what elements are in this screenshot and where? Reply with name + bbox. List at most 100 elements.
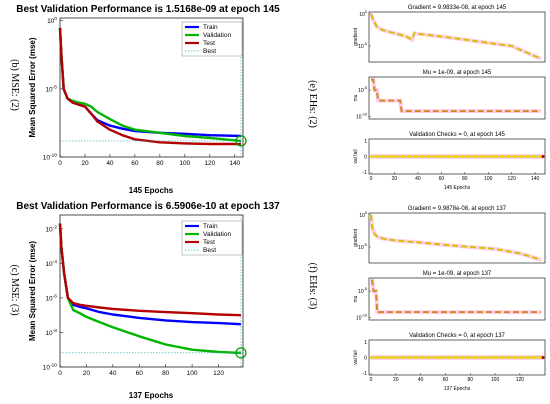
x-tick-label: 100: [179, 160, 190, 167]
y-tick-label: 100: [359, 10, 367, 18]
x-tick-label: 120: [204, 160, 215, 167]
legend-entry: Test: [203, 239, 215, 246]
x-tick-label: 80: [462, 176, 468, 182]
subplot-title: Validation Checks = 0, at epoch 137: [409, 333, 505, 339]
x-tick-label: 120: [508, 176, 517, 182]
best-point-marker: [235, 347, 247, 359]
y-tick-label: -1: [363, 371, 368, 377]
x-tick-label: 60: [131, 160, 139, 167]
subplot-title: Gradient = 9.9833e-08, at epoch 145: [408, 5, 507, 11]
x-tick-label: 140: [531, 176, 540, 182]
series-line-test: [58, 223, 242, 317]
panel-label: (b) MSE: (2): [9, 59, 20, 111]
y-tick-label: 10-10: [356, 112, 367, 120]
x-tick-label: 100: [484, 176, 493, 182]
x-tick-label: 40: [109, 370, 117, 377]
x-tick-label: 0: [58, 370, 62, 377]
subplot-area: [368, 212, 546, 264]
x-tick-label: 40: [415, 176, 421, 182]
subplot: Validation Checks = 0, at epoch 137-101v…: [353, 333, 546, 392]
subplot: Validation Checks = 0, at epoch 145-101v…: [353, 132, 546, 191]
y-axis-label: mu: [353, 295, 359, 302]
x-tick-label: 20: [393, 377, 399, 383]
series-line: [371, 78, 541, 113]
x-axis-label: 145 Epochs: [444, 185, 471, 191]
y-axis-label: Mean Squared Error (mse): [28, 37, 37, 137]
y-tick-label: 0: [364, 155, 367, 161]
x-tick-label: 60: [439, 176, 445, 182]
performance-chart: Best Validation Performance is 6.5906e-1…: [9, 201, 280, 400]
legend-entry: Best: [203, 48, 216, 55]
subplot-title: Gradient = 9.9878e-08, at epoch 137: [408, 206, 507, 212]
y-tick-label: 10-4: [45, 259, 57, 268]
x-tick-label: 60: [443, 377, 449, 383]
subplot: Gradient = 9.9833e-08, at epoch 145 100 10…: [353, 5, 546, 63]
panel-label: (f) EHs: (3): [307, 263, 318, 310]
legend-entry: Validation: [203, 32, 231, 39]
best-point-marker: [235, 135, 247, 147]
end-marker: [541, 155, 545, 158]
y-axis-label: gradient: [353, 228, 359, 247]
y-tick-label: 10-5: [358, 86, 367, 94]
y-tick-label: 0: [364, 356, 367, 362]
x-tick-label: 140: [229, 160, 240, 167]
panel-label: (c) MSE: (3): [9, 264, 20, 315]
y-axis-label: mu: [353, 94, 359, 101]
legend-entry: Test: [203, 40, 215, 47]
x-tick-label: 20: [83, 370, 91, 377]
x-tick-label: 40: [106, 160, 114, 167]
x-tick-label: 20: [81, 160, 89, 167]
series-line: [371, 279, 541, 314]
legend-entry: Train: [203, 223, 218, 230]
legend-entry: Train: [203, 24, 218, 31]
series-line: [370, 13, 542, 60]
x-tick-label: 120: [516, 377, 525, 383]
y-axis-label: Mean Squared Error (mse): [28, 241, 37, 341]
y-tick-label: 10-10: [43, 363, 58, 372]
series-line-test: [58, 27, 241, 146]
chart-title: Best Validation Performance is 1.5168e-0…: [16, 4, 280, 15]
subplot-title: Mu = 1e-09, at epoch 145: [423, 70, 492, 76]
training-state-panel: (e) EHs: (2) Gradient = 9.9833e-08, at ep…: [307, 5, 546, 191]
x-tick-label: 0: [370, 377, 373, 383]
y-tick-label: 100: [359, 211, 367, 219]
x-tick-label: 0: [370, 176, 373, 182]
x-axis-label: 145 Epochs: [129, 186, 174, 195]
y-axis-label: val fail: [353, 149, 359, 163]
x-tick-label: 40: [418, 377, 424, 383]
x-tick-label: 0: [58, 160, 62, 167]
x-axis-label: 137 Epochs: [129, 391, 174, 400]
legend-entry: Best: [203, 247, 216, 254]
x-axis-label: 137 Epochs: [444, 386, 471, 392]
panel-label: (e) EHs: (2): [307, 80, 318, 128]
x-tick-label: 120: [213, 370, 224, 377]
x-tick-label: 100: [187, 370, 198, 377]
y-tick-label: 10-6: [45, 293, 57, 302]
y-tick-label: 10-10: [43, 153, 58, 162]
y-tick-label: -1: [363, 170, 368, 176]
y-tick-label: 10-8: [45, 328, 57, 337]
y-tick-label: 100: [47, 16, 57, 25]
y-tick-label: 1: [364, 340, 367, 346]
x-tick-label: 60: [136, 370, 144, 377]
y-tick-label: 10-10: [356, 313, 367, 321]
x-tick-label: 100: [491, 377, 500, 383]
y-tick-label: 10-5: [45, 84, 57, 93]
performance-chart: Best Validation Performance is 1.5168e-0…: [9, 4, 280, 195]
y-tick-label: 10-2: [45, 224, 57, 233]
series-line: [370, 214, 542, 261]
subplot: Gradient = 9.9878e-08, at epoch 137 100 10…: [353, 206, 546, 264]
x-tick-label: 80: [467, 377, 473, 383]
y-axis-label: val fail: [353, 350, 359, 364]
subplot: Mu = 1e-09, at epoch 137 10-5 10-10 mu: [353, 271, 546, 321]
x-tick-label: 80: [162, 370, 170, 377]
subplot-title: Validation Checks = 0, at epoch 145: [409, 132, 505, 138]
y-tick-label: 10-5: [358, 243, 367, 251]
training-state-panel: (f) EHs: (3) Gradient = 9.9878e-08, at ep…: [307, 206, 546, 392]
x-tick-label: 20: [392, 176, 398, 182]
end-marker: [541, 356, 545, 359]
y-tick-label: 10-5: [358, 287, 367, 295]
